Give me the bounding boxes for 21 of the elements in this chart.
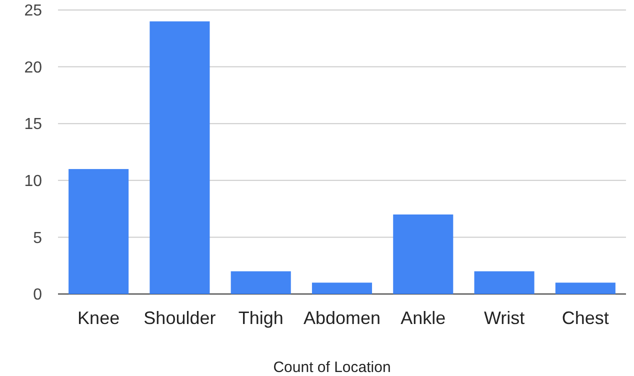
x-tick-label: Shoulder (144, 308, 216, 328)
x-axis-title: Count of Location (273, 359, 391, 376)
bar (555, 282, 616, 294)
bar (393, 214, 454, 294)
x-tick-label: Abdomen (303, 308, 381, 328)
x-tick-label: Ankle (400, 308, 446, 328)
x-tick-label: Thigh (238, 308, 284, 328)
y-tick-label: 25 (24, 2, 42, 20)
x-tick-label: Knee (78, 308, 120, 328)
y-tick-label: 0 (33, 286, 42, 304)
bar (474, 271, 534, 294)
bar (68, 169, 129, 294)
bar (230, 271, 291, 294)
x-tick-label: Chest (562, 308, 609, 328)
y-tick-label: 5 (33, 230, 42, 247)
bar (312, 282, 372, 294)
x-tick-label: Wrist (484, 308, 525, 328)
y-tick-label: 20 (24, 59, 42, 76)
bar (150, 21, 210, 294)
y-tick-label: 15 (24, 116, 42, 134)
y-tick-label: 10 (24, 173, 42, 190)
